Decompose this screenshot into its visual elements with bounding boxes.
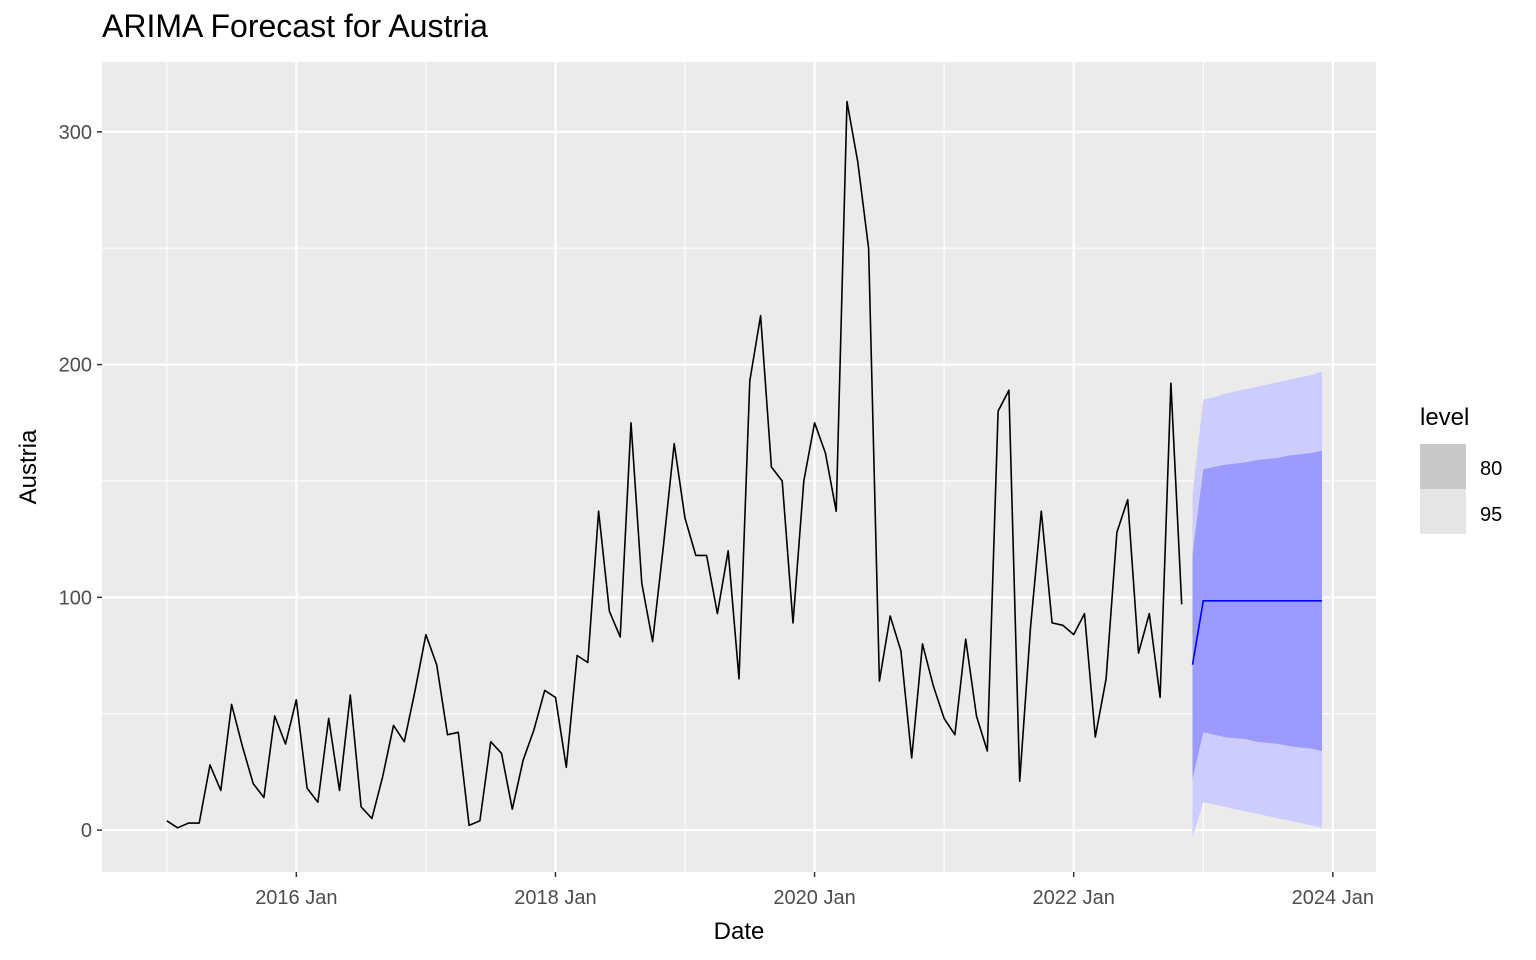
y-axis: 0 100 200 300 bbox=[59, 122, 102, 842]
y-tick-label: 200 bbox=[59, 355, 92, 377]
forecast-bands bbox=[1192, 371, 1322, 838]
y-axis-title: Austria bbox=[15, 429, 42, 504]
legend: level 80 95 bbox=[1420, 404, 1502, 534]
x-tick-label: 2024 Jan bbox=[1292, 887, 1374, 909]
x-tick-label: 2016 Jan bbox=[255, 887, 337, 909]
legend-label-80: 80 bbox=[1480, 458, 1502, 480]
x-axis: 2016 Jan 2018 Jan 2020 Jan 2022 Jan 2024 Jan bbox=[255, 872, 1374, 909]
plot-panel bbox=[102, 62, 1376, 872]
series-lines bbox=[166, 100, 1322, 829]
forecast-mean-line bbox=[1191, 600, 1322, 665]
y-tick-label: 0 bbox=[81, 820, 92, 842]
y-tick-label: 100 bbox=[59, 587, 92, 609]
legend-label-95: 95 bbox=[1480, 504, 1502, 526]
chart-title: ARIMA Forecast for Austria bbox=[102, 8, 488, 44]
legend-title: level bbox=[1420, 404, 1469, 431]
legend-key-80 bbox=[1420, 444, 1466, 489]
x-tick-label: 2018 Jan bbox=[514, 887, 596, 909]
x-tick-label: 2022 Jan bbox=[1033, 887, 1115, 909]
x-tick-label: 2020 Jan bbox=[773, 887, 855, 909]
y-tick-label: 300 bbox=[59, 122, 92, 144]
history-line bbox=[166, 100, 1183, 829]
band-80 bbox=[1192, 450, 1322, 779]
legend-key-95 bbox=[1420, 489, 1466, 534]
x-axis-title: Date bbox=[714, 918, 765, 945]
